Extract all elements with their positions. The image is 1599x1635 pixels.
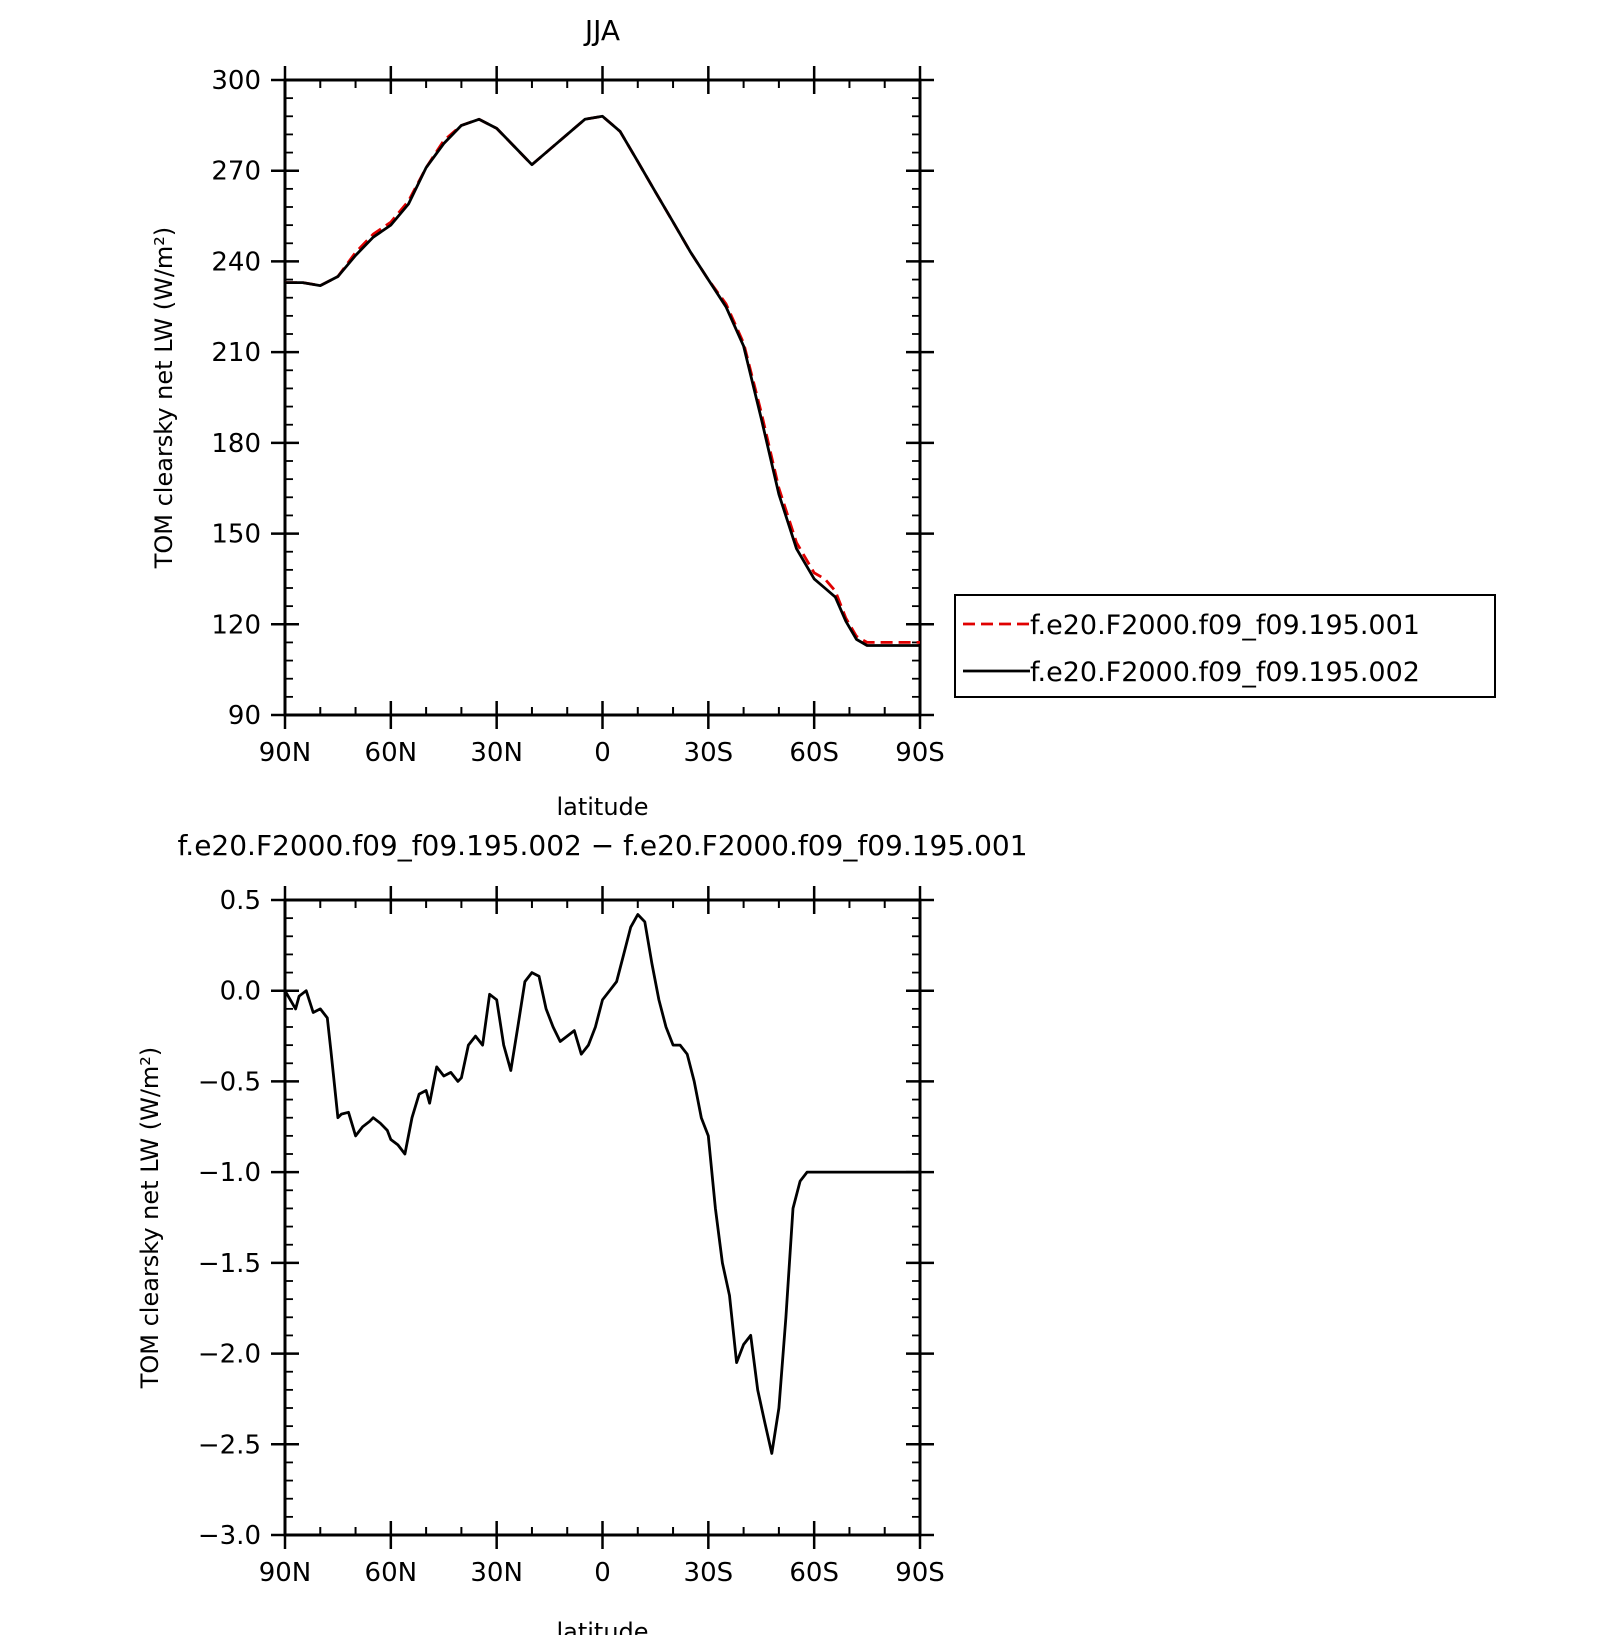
chart-panel-0: JJA 90N 60N 30N 0 30S 60S 90S 90 120 150 180 210 240 2… <box>150 14 1496 821</box>
x-tick-label: 90S <box>895 1558 945 1588</box>
x-tick-label: 90N <box>259 738 312 768</box>
y-axis-label: TOM clearsky net LW (W/m²) <box>150 227 178 570</box>
x-tick-label: 60S <box>789 1558 839 1588</box>
y-tick-label: 210 <box>211 338 261 368</box>
y-tick-label: 0.0 <box>220 977 261 1007</box>
legend-box <box>954 594 1496 698</box>
x-tick-label: 30N <box>470 1558 523 1588</box>
x-tick-label: 30S <box>684 738 734 768</box>
y-tick-label: 150 <box>211 520 261 550</box>
legend-label-0: f.e20.F2000.f09_f09.195.001 <box>1030 610 1420 641</box>
plot-frame <box>283 78 922 717</box>
y-tick-label: 270 <box>211 157 261 187</box>
y-tick-label: 180 <box>211 429 261 459</box>
y-tick-label: 0.5 <box>220 886 261 916</box>
series-line-1 <box>285 114 920 647</box>
chart-title: JJA <box>583 14 620 47</box>
x-axis-label: latitude <box>556 793 648 821</box>
chart-title: f.e20.F2000.f09_f09.195.002 − f.e20.F200… <box>177 829 1027 862</box>
y-tick-label: −3.0 <box>198 1521 261 1551</box>
y-tick-label: −2.5 <box>198 1430 261 1460</box>
legend-label-1: f.e20.F2000.f09_f09.195.002 <box>1030 657 1420 688</box>
legend: f.e20.F2000.f09_f09.195.001 f.e20.F2000.f… <box>954 594 1496 698</box>
x-axis-label: latitude <box>556 1618 648 1635</box>
series-line-0 <box>285 114 920 644</box>
plot-frame <box>283 898 922 1537</box>
series-line-0 <box>283 913 920 1455</box>
x-tick-label: 90N <box>259 1558 312 1588</box>
x-tick-label: 60N <box>365 738 418 768</box>
y-tick-label: −1.0 <box>198 1158 261 1188</box>
x-tick-label: 30S <box>684 1558 734 1588</box>
y-tick-label: −2.0 <box>198 1340 261 1370</box>
y-axis-label: TOM clearsky net LW (W/m²) <box>136 1047 164 1390</box>
x-tick-label: 60N <box>365 1558 418 1588</box>
y-tick-label: 90 <box>228 701 261 731</box>
x-tick-label: 30N <box>470 738 523 768</box>
x-tick-label: 0 <box>594 738 611 768</box>
y-tick-label: 240 <box>211 247 261 277</box>
x-tick-label: 90S <box>895 738 945 768</box>
y-tick-label: 300 <box>211 66 261 96</box>
x-tick-label: 60S <box>789 738 839 768</box>
y-tick-label: −1.5 <box>198 1249 261 1279</box>
x-tick-label: 0 <box>594 1558 611 1588</box>
y-tick-label: −0.5 <box>198 1067 261 1097</box>
y-tick-label: 120 <box>211 610 261 640</box>
chart-panel-1: f.e20.F2000.f09_f09.195.002 − f.e20.F200… <box>136 829 1028 1635</box>
